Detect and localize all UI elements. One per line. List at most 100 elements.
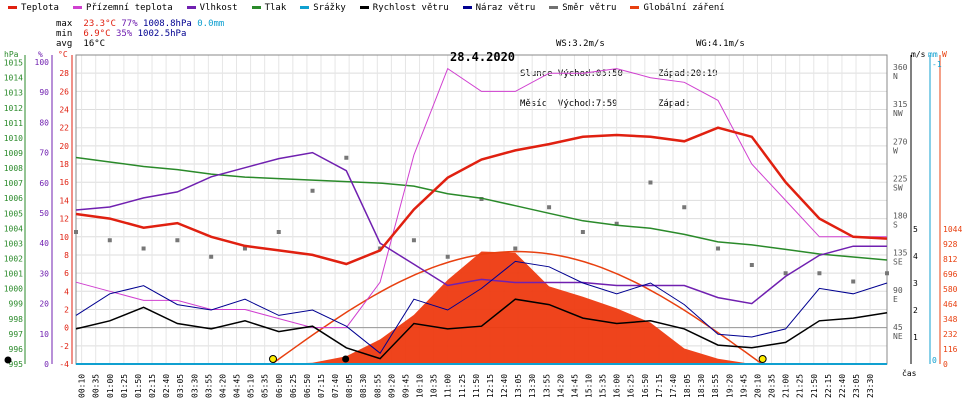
- time-tick: 08:55: [373, 374, 382, 398]
- wind-dir-point: [344, 155, 349, 160]
- pct-tick: 20: [39, 300, 49, 309]
- time-tick: 11:00: [444, 374, 453, 398]
- hpa-tick: 1007: [4, 179, 23, 188]
- time-tick: 21:25: [796, 374, 805, 398]
- time-tick: 20:35: [768, 374, 777, 398]
- time-tick: 19:45: [739, 374, 748, 398]
- time-tick: 09:45: [401, 374, 410, 398]
- legend-label: Přízemní teplota: [85, 3, 173, 13]
- w-tick: 1044: [943, 225, 962, 234]
- w-unit: W: [942, 50, 947, 59]
- dir-tick: 135: [893, 249, 908, 258]
- c-unit: °C: [58, 50, 68, 59]
- legend-item-1: Přízemní teplota: [72, 3, 173, 13]
- legend-item-3: Tlak: [251, 3, 286, 13]
- time-tick: 02:15: [148, 374, 157, 398]
- c-tick: 2: [64, 305, 69, 314]
- time-tick: 06:00: [275, 374, 284, 398]
- legend-swatch: [549, 6, 559, 9]
- dir-label: NE: [893, 332, 903, 341]
- hpa-tick: 995: [9, 360, 24, 369]
- c-tick: 14: [59, 196, 69, 205]
- time-tick: 10:10: [416, 374, 425, 398]
- dir-tick: 270: [893, 137, 908, 146]
- time-tick: 14:20: [556, 374, 565, 398]
- hpa-tick: 1003: [4, 239, 23, 248]
- time-tick: 05:35: [261, 374, 270, 398]
- legend-item-7: Směr větru: [549, 3, 616, 13]
- c-tick: 28: [59, 69, 69, 78]
- wind-dir-point: [276, 230, 281, 234]
- time-tick: 03:55: [204, 374, 213, 398]
- time-tick: 01:00: [106, 374, 115, 398]
- wind-dir-point: [885, 271, 889, 276]
- time-tick: 04:20: [218, 374, 227, 398]
- moonrise-marker: [342, 355, 350, 363]
- c-tick: 10: [59, 233, 69, 242]
- series-humidity: [75, 151, 887, 305]
- dir-tick: 315: [893, 100, 908, 109]
- ms-tick: 2: [913, 306, 918, 315]
- legend-swatch: [462, 6, 472, 9]
- time-unit: čas: [902, 368, 917, 378]
- wind-dir-point: [479, 197, 484, 201]
- c-tick: 18: [59, 160, 69, 169]
- stat-min-hum: 35%: [115, 29, 133, 39]
- time-tick: 07:40: [331, 374, 340, 398]
- time-tick: 16:00: [613, 374, 622, 398]
- ms-tick: 1: [913, 333, 918, 342]
- time-tick: 13:55: [542, 374, 551, 398]
- wind-dir-point: [749, 263, 754, 267]
- stat-avg-temp: 16°C: [83, 39, 106, 49]
- c-tick: 4: [64, 287, 69, 296]
- legend-swatch: [300, 6, 310, 9]
- pct-tick: 60: [39, 179, 49, 188]
- w-tick: 0: [943, 360, 948, 369]
- time-tick: 10:35: [430, 374, 439, 398]
- hpa-tick: 1011: [4, 119, 23, 128]
- series-wind-speed: [75, 298, 888, 360]
- stat-min-press: 1002.5hPa: [137, 29, 187, 39]
- pct-tick: 80: [39, 118, 49, 127]
- hpa-tick: 1002: [4, 254, 23, 263]
- legend-swatch: [186, 6, 196, 9]
- pct-tick: 30: [39, 269, 49, 278]
- dir-label: NW: [893, 109, 903, 118]
- hpa-tick: 1015: [4, 59, 23, 68]
- time-tick: 12:15: [486, 374, 495, 398]
- wg-value: WG:4.1m/s: [696, 39, 745, 49]
- series-gust: [75, 260, 888, 354]
- legend-label: Rychlost větru: [372, 3, 449, 13]
- time-tick: 11:50: [472, 374, 481, 398]
- hpa-tick: 1009: [4, 149, 23, 158]
- wind-dir-point: [513, 246, 518, 251]
- hpa-tick: 996: [9, 345, 24, 354]
- time-tick: 06:25: [289, 374, 298, 398]
- series-radiation-clearsky: [271, 250, 763, 365]
- dir-tick: 180: [893, 212, 908, 221]
- w-tick: 812: [943, 255, 958, 264]
- sunrise-marker: [269, 355, 278, 363]
- time-tick: 23:30: [866, 374, 875, 398]
- c-tick: 0: [64, 324, 69, 333]
- dir-label: SW: [893, 183, 903, 192]
- legend-label: Náraz větru: [475, 3, 536, 13]
- time-tick: 13:05: [514, 374, 523, 398]
- time-tick: 13:30: [528, 374, 537, 398]
- time-tick: 09:20: [387, 374, 396, 398]
- hpa-tick: 1014: [4, 74, 23, 83]
- c-tick: -4: [59, 360, 69, 369]
- time-tick: 17:15: [655, 374, 664, 398]
- w-tick: 348: [943, 315, 958, 324]
- legend-label: Teplota: [21, 3, 59, 13]
- pct-tick: 50: [39, 209, 49, 218]
- dir-tick: 360: [893, 63, 908, 72]
- c-tick: 12: [59, 215, 69, 224]
- time-tick: 05:10: [247, 374, 256, 398]
- c-tick: 8: [64, 251, 69, 260]
- hpa-tick: 997: [9, 330, 24, 339]
- chart-date: 28.4.2020: [450, 50, 516, 64]
- dir-tick: 225: [893, 174, 908, 183]
- legend-swatch: [251, 6, 261, 9]
